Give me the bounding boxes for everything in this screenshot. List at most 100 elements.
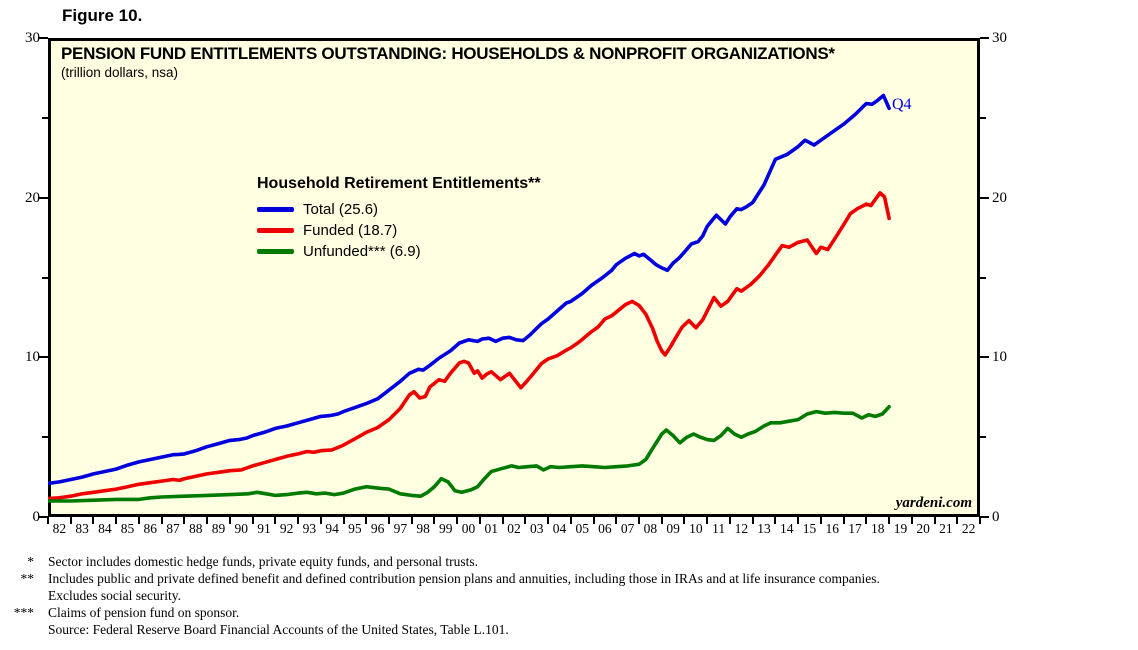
y-axis-label-right: 20 [992, 189, 1007, 206]
footnotes: * Sector includes domestic hedge funds, … [0, 553, 1132, 638]
x-axis-year-label: 88 [189, 521, 203, 536]
legend-heading: Household Retirement Entitlements** [257, 175, 541, 192]
x-axis-year-label: 03 [529, 521, 544, 536]
x-axis-tick [206, 517, 209, 524]
x-axis-year-label: 18 [870, 521, 885, 536]
x-axis-year-label: 00 [461, 521, 476, 536]
x-axis-year-label: 16 [825, 521, 839, 536]
x-axis-year-label: 93 [302, 521, 317, 536]
y-axis-major-tick [980, 516, 989, 518]
y-axis-label-left: 20 [25, 189, 40, 206]
x-axis-tick [433, 517, 436, 524]
footnote-row: Excludes social security. [0, 587, 1132, 604]
x-axis-tick [115, 517, 118, 524]
x-axis-year-label: 01 [484, 521, 499, 536]
x-axis-tick [183, 517, 186, 524]
y-axis-label-right: 30 [992, 30, 1007, 46]
x-axis-tick [728, 517, 731, 524]
x-axis-year-label: 20 [916, 521, 930, 536]
y-axis-label-right: 10 [992, 349, 1007, 366]
x-axis-tick [524, 517, 527, 524]
legend-label-funded: Funded (18.7) [303, 222, 398, 239]
x-axis-tick [956, 517, 959, 524]
footnote-row: Source: Federal Reserve Board Financial … [0, 621, 1132, 638]
y-axis-label-right: 0 [992, 509, 1000, 525]
x-axis-tick [910, 517, 913, 524]
x-axis-year-label: 08 [643, 521, 658, 536]
footnote-marker [0, 621, 48, 638]
x-axis-tick [842, 517, 845, 524]
footnote-marker: *** [13, 605, 34, 620]
footnote-row: *** Claims of pension fund on sponsor. [0, 604, 1132, 621]
y-axis-minor-tick [980, 116, 986, 119]
x-axis-year-label: 84 [98, 521, 112, 536]
x-axis-year-label: 99 [439, 521, 453, 536]
footnote-text: Includes public and private defined bene… [48, 571, 880, 586]
x-axis-tick [592, 517, 595, 524]
x-axis-year-label: 82 [52, 521, 67, 536]
x-axis-tick [751, 517, 754, 524]
x-axis-year-label: 07 [620, 521, 635, 536]
total-line-swatch [257, 207, 294, 212]
x-axis-year-label: 12 [734, 521, 749, 536]
legend: Household Retirement Entitlements** Tota… [257, 175, 541, 262]
x-axis-tick [979, 517, 981, 524]
chart-subtitle: (trillion dollars, nsa) [61, 65, 179, 80]
x-axis-year-label: 83 [75, 521, 89, 536]
x-axis-tick [797, 517, 800, 524]
x-axis-year-label: 11 [712, 521, 726, 536]
x-axis-tick [251, 517, 254, 524]
x-axis-year-label: 98 [416, 521, 430, 536]
x-axis-tick [865, 517, 868, 524]
x-axis-year-label: 13 [757, 521, 771, 536]
footnote-row: ** Includes public and private defined b… [0, 570, 1132, 587]
x-axis-tick [228, 517, 231, 524]
footnote-text: Sector includes domestic hedge funds, pr… [48, 554, 479, 569]
footnote-marker [0, 587, 48, 604]
y-axis-minor-tick [42, 116, 48, 119]
x-axis-tick [137, 517, 140, 524]
x-axis-tick [456, 517, 459, 524]
x-axis-year-label: 14 [780, 521, 794, 536]
x-axis-year-label: 92 [279, 521, 294, 536]
y-axis-major-tick [39, 516, 48, 518]
footnote-text: Claims of pension fund on sponsor. [48, 605, 240, 620]
x-axis-year-label: 05 [575, 521, 589, 536]
x-axis-tick [160, 517, 163, 524]
x-axis-tick [660, 517, 663, 524]
y-axis-minor-tick [980, 436, 986, 439]
x-axis-year-label: 95 [348, 521, 362, 536]
latest-quarter-label: Q4 [892, 96, 912, 113]
x-axis-tick [774, 517, 777, 524]
legend-item-unfunded: Unfunded*** (6.9) [257, 241, 541, 262]
series-line-unfunded [48, 404, 891, 503]
y-axis-major-tick [980, 196, 989, 199]
x-axis-year-label: 91 [257, 521, 271, 536]
unfunded-line-swatch [257, 249, 294, 254]
x-axis-tick [683, 517, 686, 524]
chart-plot-area: PENSION FUND ENTITLEMENTS OUTSTANDING: H… [48, 38, 980, 517]
legend-label-unfunded: Unfunded*** (6.9) [303, 243, 421, 260]
footnote-text: Source: Federal Reserve Board Financial … [48, 622, 509, 637]
x-axis-tick [365, 517, 368, 524]
x-axis-year-label: 85 [120, 521, 135, 536]
chart-lines-svg [48, 93, 891, 503]
legend-item-total: Total (25.6) [257, 199, 541, 220]
y-axis-minor-tick [980, 276, 986, 279]
x-axis-year-label: 22 [961, 521, 976, 536]
x-axis-year-label: 04 [552, 521, 567, 536]
footnote-row: * Sector includes domestic hedge funds, … [0, 553, 1132, 570]
y-axis-label-left: 0 [32, 509, 41, 525]
x-axis-year-label: 19 [893, 521, 908, 536]
y-axis-major-tick [39, 196, 48, 199]
x-axis-tick [569, 517, 572, 524]
x-axis-year-label: 87 [166, 521, 180, 536]
x-axis-tick [297, 517, 300, 524]
x-axis-year-label: 02 [507, 521, 521, 536]
x-axis-year-label: 94 [325, 521, 339, 536]
y-axis-minor-tick [42, 276, 48, 279]
chart-title: PENSION FUND ENTITLEMENTS OUTSTANDING: H… [61, 44, 835, 63]
x-axis-tick [387, 517, 390, 524]
series-line-funded [48, 191, 891, 501]
